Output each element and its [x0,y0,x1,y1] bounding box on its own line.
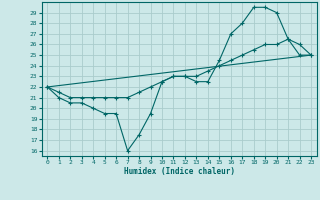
X-axis label: Humidex (Indice chaleur): Humidex (Indice chaleur) [124,167,235,176]
